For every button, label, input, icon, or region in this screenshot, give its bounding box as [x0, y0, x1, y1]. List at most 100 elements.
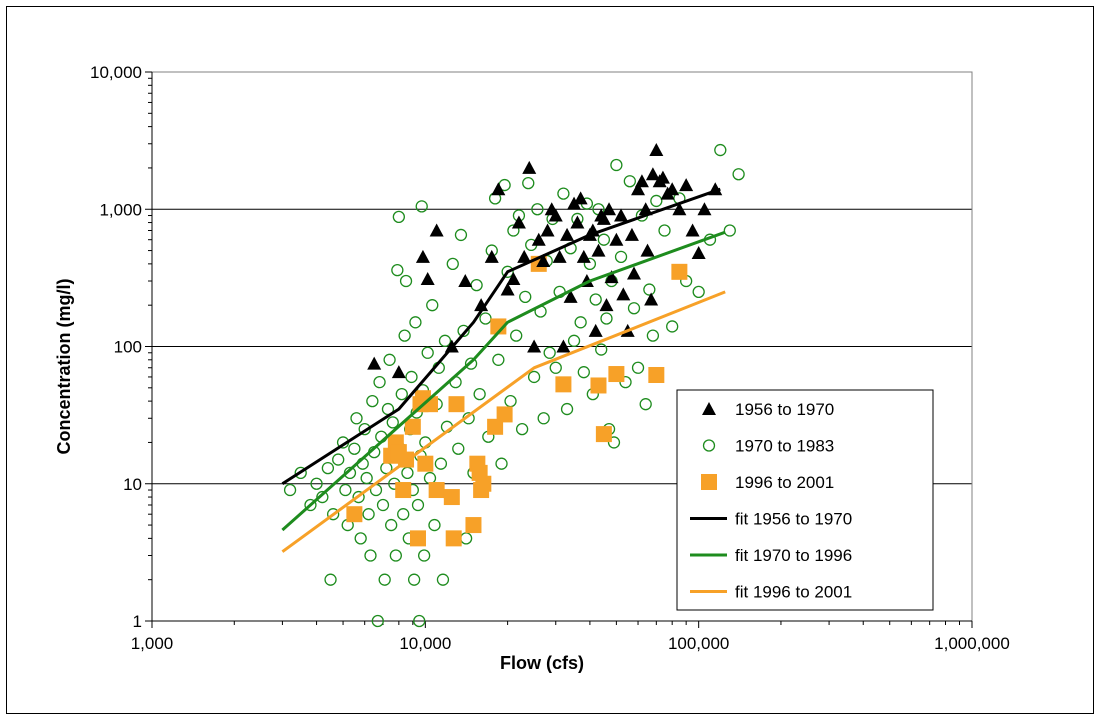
data-point	[348, 442, 361, 455]
data-point	[407, 573, 421, 586]
data-point	[454, 228, 468, 242]
y-tick-label: 100	[114, 338, 142, 357]
data-point	[473, 387, 486, 401]
data-point	[679, 178, 694, 192]
data-point	[596, 211, 611, 225]
legend-label: 1996 to 2001	[735, 473, 834, 492]
data-point	[511, 215, 526, 229]
data-point	[465, 517, 482, 534]
data-point	[614, 208, 629, 222]
data-point	[316, 490, 329, 504]
data-point	[560, 227, 575, 241]
data-point	[616, 287, 631, 301]
data-point	[371, 614, 384, 628]
data-point	[354, 532, 367, 545]
data-point	[643, 283, 656, 296]
data-point	[577, 366, 590, 379]
data-point	[574, 316, 587, 329]
data-point	[583, 257, 597, 271]
data-point	[327, 508, 340, 521]
data-point	[627, 302, 641, 315]
data-point	[479, 312, 492, 325]
data-point	[624, 227, 639, 241]
data-point	[417, 549, 431, 562]
data-point	[570, 215, 585, 229]
data-point	[567, 334, 581, 347]
legend-label: fit 1996 to 2001	[735, 583, 852, 602]
data-point	[321, 461, 335, 475]
data-point	[590, 377, 607, 394]
data-point	[366, 394, 379, 408]
data-point	[490, 318, 507, 335]
fit-line	[281, 230, 726, 532]
data-point	[415, 249, 430, 263]
data-point	[619, 375, 632, 389]
data-point	[527, 339, 542, 353]
data-point	[648, 366, 665, 383]
data-point	[452, 442, 465, 455]
legend-label: fit 1956 to 1970	[735, 510, 852, 529]
data-point	[597, 233, 611, 246]
data-point	[385, 518, 398, 532]
data-point	[515, 422, 529, 436]
data-point	[346, 506, 363, 523]
data-point	[386, 416, 399, 429]
data-point	[623, 175, 636, 188]
legend-marker	[701, 474, 717, 490]
data-point	[434, 457, 448, 470]
data-point	[549, 361, 562, 374]
data-point	[397, 508, 410, 521]
data-point	[426, 299, 439, 312]
data-point	[445, 530, 462, 547]
data-point	[576, 249, 591, 263]
data-point	[609, 232, 624, 246]
data-point	[283, 483, 297, 497]
data-point	[646, 329, 660, 342]
data-point	[448, 396, 465, 413]
data-point	[399, 274, 413, 288]
data-point	[395, 482, 412, 499]
data-point	[504, 394, 517, 408]
data-point	[352, 490, 365, 504]
data-point	[391, 365, 406, 379]
data-point	[522, 160, 537, 174]
data-point	[364, 549, 377, 562]
data-point	[543, 346, 556, 359]
data-point	[655, 170, 670, 184]
data-point	[540, 223, 555, 237]
data-point	[691, 245, 706, 259]
data-point	[557, 187, 570, 200]
data-point	[373, 375, 386, 389]
data-point	[649, 143, 664, 157]
y-tick-label: 1	[133, 612, 142, 631]
data-point	[665, 182, 680, 196]
data-point	[671, 263, 688, 280]
data-point	[401, 466, 414, 480]
data-point	[591, 243, 606, 257]
data-point	[492, 353, 505, 366]
data-point	[395, 387, 408, 401]
data-point	[383, 353, 396, 366]
data-point	[552, 249, 567, 263]
data-point	[417, 455, 434, 472]
data-point	[475, 475, 492, 492]
data-point	[600, 312, 613, 325]
data-point	[428, 518, 441, 532]
data-point	[464, 357, 478, 370]
data-point	[491, 182, 506, 196]
data-point	[627, 266, 642, 280]
fit-line	[281, 290, 726, 553]
data-point	[650, 194, 663, 208]
y-tick-label: 10,000	[90, 63, 142, 82]
data-point	[588, 323, 603, 337]
data-point	[563, 289, 578, 303]
data-point	[376, 498, 390, 512]
data-point	[531, 203, 544, 216]
data-point	[423, 471, 437, 485]
data-point	[398, 329, 411, 342]
data-point	[522, 176, 535, 190]
data-point	[607, 436, 621, 449]
data-point	[415, 200, 428, 213]
data-point	[658, 224, 671, 237]
